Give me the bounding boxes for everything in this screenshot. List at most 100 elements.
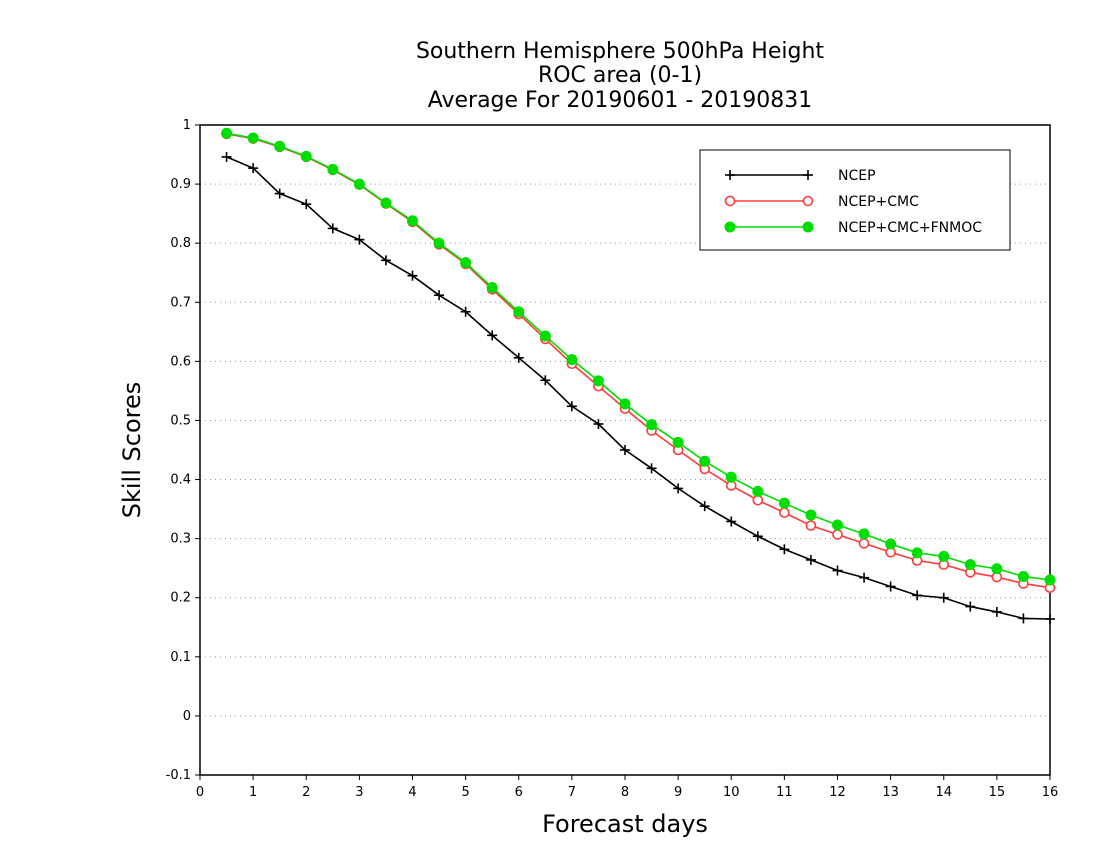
data-point-ncep-cmc <box>779 507 790 518</box>
data-point-ncep-cmc-fnmoc <box>513 306 525 318</box>
data-point-ncep-cmc-fnmoc <box>247 132 259 144</box>
data-point-ncep-cmc-fnmoc <box>938 550 950 562</box>
series-line-ncep <box>226 156 1051 620</box>
data-point-ncep-cmc-fnmoc <box>460 257 472 269</box>
data-point-ncep-cmc-fnmoc <box>646 419 658 431</box>
y-tick-label: 0.7 <box>170 295 191 310</box>
x-axis: 0 1 2 3 4 5 6 7 8 9 10 11 12 13 14 15 16 <box>196 775 1058 800</box>
data-point-ncep-cmc-fnmoc <box>486 282 498 293</box>
data-point-ncep-cmc-fnmoc <box>221 127 233 139</box>
data-point-ncep <box>832 565 843 576</box>
data-point-ncep <box>487 330 498 341</box>
data-point-ncep-cmc-fnmoc <box>991 563 1003 575</box>
data-point-ncep <box>912 590 923 601</box>
data-point-ncep-cmc-fnmoc <box>672 436 684 448</box>
x-tick-label: 8 <box>621 785 629 800</box>
legend-box <box>699 149 1011 251</box>
data-point-ncep <box>699 501 710 512</box>
data-point-ncep <box>646 463 657 474</box>
data-point-ncep-cmc <box>832 529 843 540</box>
x-tick-label: 4 <box>408 785 416 800</box>
data-point-ncep <box>991 606 1002 617</box>
y-tick-label: 0.8 <box>170 236 191 251</box>
data-point-ncep <box>593 419 604 429</box>
data-point-ncep <box>460 306 471 317</box>
data-point-ncep <box>513 352 524 363</box>
data-point-ncep-cmc-fnmoc <box>885 538 897 550</box>
data-point-ncep-cmc-fnmoc <box>752 485 764 497</box>
legend-item-ncep-cmc: NCEP+CMC <box>724 194 919 210</box>
y-tick-label: 0.4 <box>170 473 191 488</box>
legend-label: NCEP <box>838 168 876 184</box>
legend-marker <box>724 195 736 207</box>
data-point-ncep <box>965 601 976 612</box>
y-tick-label: 0.2 <box>170 591 191 606</box>
data-point-ncep <box>327 223 338 234</box>
title-line-1: Southern Hemisphere 500hPa Height <box>416 39 824 64</box>
data-point-ncep-cmc-fnmoc <box>832 519 843 531</box>
y-tick-label: 0.6 <box>170 354 191 369</box>
y-tick-label: 0.1 <box>170 650 191 665</box>
data-point-ncep-cmc <box>752 494 764 506</box>
y-tick-label: -0.1 <box>166 768 191 783</box>
data-point-ncep <box>274 188 285 199</box>
title-line-2: ROC area (0-1) <box>538 63 702 88</box>
data-point-ncep <box>859 572 870 583</box>
data-point-ncep-cmc-fnmoc <box>858 528 870 540</box>
x-tick-label: 14 <box>935 785 952 800</box>
data-point-ncep <box>779 544 790 555</box>
y-axis: -0.1 0 0.1 0.2 0.3 0.4 0.5 0.6 0.7 0.8 0.9 1 <box>166 118 200 783</box>
y-axis-label: Skill Scores <box>118 382 146 519</box>
data-point-ncep-cmc-fnmoc <box>805 509 817 521</box>
y-tick-label: 0.3 <box>170 532 191 547</box>
data-point-ncep <box>673 483 684 494</box>
series-ncep <box>221 151 1055 624</box>
legend-marker <box>725 170 735 180</box>
data-point-ncep <box>938 592 949 603</box>
data-point-ncep-cmc-fnmoc <box>911 547 923 559</box>
data-point-ncep-cmc-fnmoc <box>433 237 445 249</box>
legend-label: NCEP+CMC+FNMOC <box>838 220 982 236</box>
x-tick-label: 1 <box>249 785 257 800</box>
y-tick-label: 0.9 <box>170 177 191 192</box>
data-point-ncep <box>301 199 312 210</box>
data-point-ncep <box>221 151 232 162</box>
series-ncep-cmc-fnmoc <box>221 127 1056 586</box>
data-point-ncep <box>540 375 551 386</box>
data-point-ncep-cmc-fnmoc <box>380 197 392 209</box>
data-point-ncep-cmc-fnmoc <box>274 140 286 152</box>
data-point-ncep <box>354 234 365 245</box>
x-tick-label: 13 <box>882 785 899 800</box>
data-point-ncep-cmc-fnmoc <box>1044 574 1056 586</box>
legend-marker <box>802 195 814 207</box>
x-tick-label: 15 <box>989 785 1006 800</box>
legend-marker <box>802 221 814 233</box>
data-point-ncep <box>434 290 445 301</box>
data-point-ncep-cmc-fnmoc <box>327 163 339 175</box>
data-point-ncep-cmc <box>858 538 870 549</box>
legend-item-ncep-cmc-fnmoc: NCEP+CMC+FNMOC <box>724 220 982 236</box>
data-point-ncep <box>752 531 763 542</box>
data-point-ncep-cmc-fnmoc <box>725 471 737 483</box>
legend-label: NCEP+CMC <box>838 194 919 210</box>
data-point-ncep <box>1045 614 1055 624</box>
data-point-ncep-cmc-fnmoc <box>300 150 312 162</box>
legend-marker <box>724 221 736 233</box>
data-point-ncep <box>407 270 418 281</box>
x-axis-label: Forecast days <box>542 810 708 838</box>
data-point-ncep-cmc <box>805 520 817 531</box>
data-point-ncep-cmc-fnmoc <box>1017 570 1029 582</box>
y-tick-label: 0 <box>183 709 191 724</box>
x-tick-label: 0 <box>196 785 204 800</box>
x-tick-label: 6 <box>515 785 523 800</box>
data-point-ncep-cmc-fnmoc <box>566 354 578 366</box>
data-point-ncep <box>726 516 737 527</box>
x-tick-label: 12 <box>829 785 846 800</box>
data-point-ncep-cmc-fnmoc <box>592 375 604 387</box>
y-tick-label: 1 <box>183 118 191 133</box>
x-tick-label: 11 <box>776 785 793 800</box>
series-layer <box>221 127 1056 624</box>
title-line-3: Average For 20190601 - 20190831 <box>428 88 813 113</box>
data-point-ncep <box>566 401 577 412</box>
